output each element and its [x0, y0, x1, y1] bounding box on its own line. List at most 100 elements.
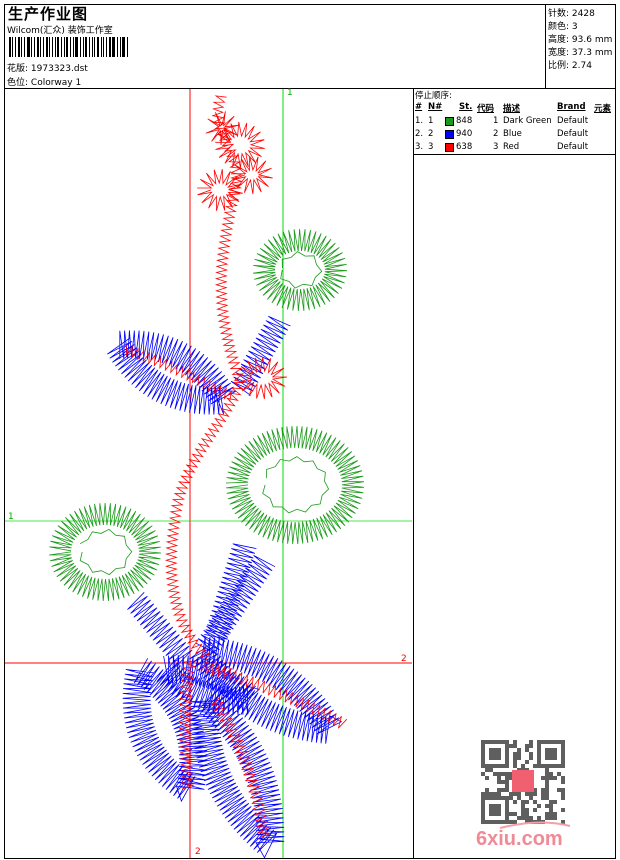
qr-module: [505, 772, 509, 776]
qr-module: [509, 812, 513, 816]
col-header: N#: [428, 102, 443, 112]
color-swatch: [445, 143, 454, 152]
red-vein-stitches: [211, 696, 271, 839]
barcode-bar: [75, 37, 78, 57]
blue-stem-stitches: [230, 315, 291, 396]
qr-module: [553, 740, 557, 744]
qr-module: [549, 816, 553, 820]
barcode-bar: [31, 37, 32, 57]
qr-module: [505, 744, 509, 748]
row-brand: Default: [557, 129, 589, 139]
qr-module: [545, 792, 549, 796]
qr-module: [497, 772, 501, 776]
row-code: 3: [493, 142, 499, 152]
green-axis-label-top: 1: [287, 88, 293, 98]
qr-module: [545, 772, 549, 776]
qr-module: [489, 768, 493, 772]
barcode-bar: [64, 37, 65, 57]
label: 颜色:: [548, 22, 570, 32]
label: 高度:: [548, 35, 570, 45]
qr-module: [505, 760, 509, 764]
qr-module: [557, 740, 561, 744]
row-stitches: 848: [456, 116, 473, 126]
green-flower-fill: [79, 528, 133, 576]
qr-module: [525, 792, 529, 796]
qr-module: [501, 740, 505, 744]
red-vein-stitches: [179, 660, 196, 790]
qr-module: [501, 796, 505, 800]
table-divider: [413, 154, 616, 155]
barcode-bar: [85, 37, 87, 57]
red-axis-label-bottom: 2: [195, 847, 201, 857]
barcode-bar: [15, 37, 16, 57]
qr-module: [493, 748, 497, 752]
qr-module: [501, 764, 505, 768]
qr-module: [561, 744, 565, 748]
qr-module: [481, 792, 485, 796]
qr-module: [553, 776, 557, 780]
qr-module: [533, 808, 537, 812]
col-header: 元素: [594, 104, 612, 114]
qr-module: [485, 820, 489, 824]
qr-module: [537, 744, 541, 748]
stop-sequence-title: 停止顺序:: [415, 91, 452, 101]
info-height: 高度: 93.6 mm: [548, 32, 612, 45]
qr-module: [537, 740, 541, 744]
qr-module: [549, 776, 553, 780]
qr-module: [517, 752, 521, 756]
qr-module: [529, 740, 533, 744]
qr-module: [505, 816, 509, 820]
qr-module: [489, 808, 493, 812]
qr-module: [529, 744, 533, 748]
qr-module: [505, 820, 509, 824]
qr-module: [521, 800, 525, 804]
qr-module: [561, 796, 565, 800]
qr-module: [501, 772, 505, 776]
qr-module: [505, 808, 509, 812]
qr-module: [513, 752, 517, 756]
qr-module: [521, 808, 525, 812]
qr-module: [517, 748, 521, 752]
row-stitches: 940: [456, 129, 473, 139]
qr-module: [549, 800, 553, 804]
row-n: 2: [428, 129, 434, 139]
qr-module: [509, 820, 513, 824]
red-vein-stitches: [126, 345, 233, 402]
qr-module: [529, 792, 533, 796]
qr-module: [549, 804, 553, 808]
qr-module: [489, 804, 493, 808]
red-flower-stitches: [237, 356, 288, 399]
qr-module: [545, 748, 549, 752]
qr-module: [541, 796, 545, 800]
qr-module: [541, 740, 545, 744]
row-index: 3.: [415, 142, 424, 152]
qr-module: [561, 752, 565, 756]
watermark-swoosh: [499, 821, 571, 829]
info-stitches: 针数: 2428: [548, 6, 595, 19]
barcode: [9, 37, 140, 57]
qr-module: [537, 804, 541, 808]
qr-module: [517, 816, 521, 820]
qr-module: [557, 764, 561, 768]
qr-module: [529, 816, 533, 820]
qr-module: [493, 820, 497, 824]
qr-module: [561, 756, 565, 760]
qr-module: [561, 740, 565, 744]
qr-module: [521, 804, 525, 808]
qr-module: [545, 768, 549, 772]
qr-module: [513, 740, 517, 744]
blue-leaf-stitches: [122, 658, 208, 803]
qr-module: [549, 764, 553, 768]
label: 针数:: [548, 9, 570, 19]
qr-module: [497, 752, 501, 756]
red-vein-stitches: [200, 659, 348, 729]
qr-module: [545, 796, 549, 800]
side-panel: [413, 88, 616, 859]
qr-module: [513, 812, 517, 816]
qr-module: [481, 764, 485, 768]
qr-module: [489, 764, 493, 768]
row-index: 1.: [415, 116, 424, 126]
red-stem-stitches: [164, 95, 245, 663]
green-flower-stitches: [49, 502, 162, 602]
qr-module: [513, 820, 517, 824]
